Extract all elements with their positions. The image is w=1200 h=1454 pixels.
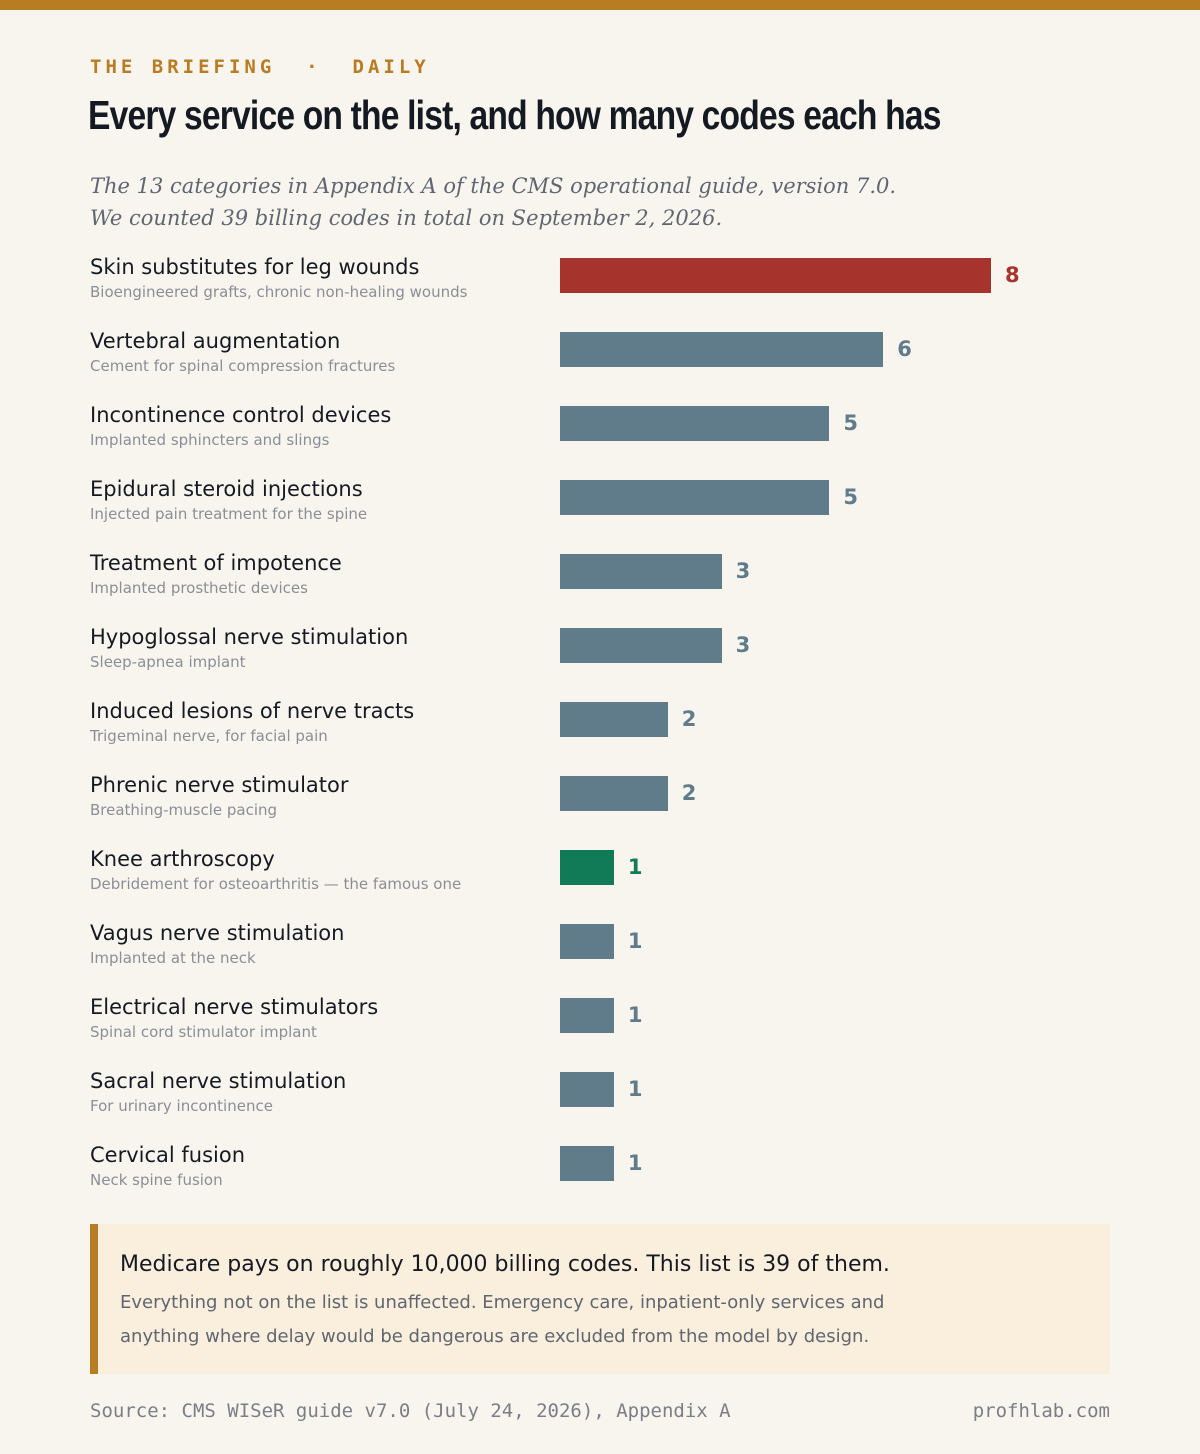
bar (560, 406, 830, 441)
chart-row: Phrenic nerve stimulator Breathing-muscle… (90, 773, 1090, 833)
category-label: Vagus nerve stimulation (90, 921, 345, 945)
bar (560, 554, 722, 589)
category-label: Knee arthroscopy (90, 847, 275, 871)
category-label: Induced lesions of nerve tracts (90, 699, 415, 723)
chart-row: Knee arthroscopy Debridement for osteoart… (90, 847, 1090, 907)
bar-value-label: 2 (681, 781, 697, 805)
bar-value-label: 3 (735, 633, 751, 657)
kicker-brand: THE BRIEFING (90, 56, 276, 78)
bar-value-label: 5 (843, 411, 858, 435)
bar (560, 850, 614, 885)
chart-title: Every service on the list, and how many … (88, 92, 941, 138)
kicker: THE BRIEFING · DAILY (90, 56, 430, 78)
bar-value-label: 3 (735, 559, 751, 583)
chart-row: Vagus nerve stimulation Implanted at the … (90, 921, 1090, 981)
bar (560, 998, 614, 1033)
chart-row: Hypoglossal nerve stimulation Sleep-apnea… (90, 625, 1090, 685)
kicker-separator: · (306, 56, 322, 78)
category-description: Implanted prosthetic devices (90, 579, 308, 597)
site-credit: profhlab.com (972, 1400, 1110, 1422)
callout-box: Medicare pays on roughly 10,000 billing … (90, 1224, 1110, 1374)
bar (560, 924, 614, 959)
bar-value-label: 8 (1005, 263, 1020, 287)
bar (560, 628, 722, 663)
category-label: Phrenic nerve stimulator (90, 773, 349, 797)
chart-row: Electrical nerve stimulators Spinal cord … (90, 995, 1090, 1055)
category-label: Treatment of impotence (90, 551, 342, 575)
bar (560, 332, 884, 367)
category-label: Sacral nerve stimulation (90, 1069, 347, 1093)
category-description: Cement for spinal compression fractures (90, 357, 396, 375)
bar-value-label: 2 (681, 707, 697, 731)
bar (560, 776, 668, 811)
bar-value-label: 1 (627, 1003, 643, 1027)
category-description: For urinary incontinence (90, 1097, 273, 1115)
bar-value-label: 1 (627, 1151, 643, 1175)
bar-value-label: 6 (897, 337, 912, 361)
category-description: Implanted sphincters and slings (90, 431, 330, 449)
callout-body: Everything not on the list is unaffected… (120, 1292, 885, 1347)
subtitle-line-2: We counted 39 billing codes in total on … (90, 206, 723, 230)
category-description: Bioengineered grafts, chronic non-healin… (90, 283, 468, 301)
category-description: Sleep-apnea implant (90, 653, 246, 671)
callout-accent-bar (90, 1224, 98, 1374)
callout-headline: Medicare pays on roughly 10,000 billing … (120, 1252, 890, 1277)
category-label: Vertebral augmentation (90, 329, 341, 353)
kicker-section: DAILY (352, 56, 430, 78)
bar (560, 1146, 614, 1181)
chart-row: Vertebral augmentation Cement for spinal … (90, 329, 1090, 389)
chart-row: Induced lesions of nerve tracts Trigemina… (90, 699, 1090, 759)
chart-row: Treatment of impotence Implanted prosthet… (90, 551, 1090, 611)
category-label: Cervical fusion (90, 1143, 246, 1167)
category-description: Breathing-muscle pacing (90, 801, 278, 819)
category-description: Implanted at the neck (90, 949, 256, 967)
top-accent-bar (0, 0, 1200, 10)
bar-value-label: 1 (627, 855, 643, 879)
subtitle-line-1: The 13 categories in Appendix A of the C… (90, 174, 897, 198)
bar-value-label: 1 (627, 1077, 643, 1101)
bar (560, 1072, 614, 1107)
category-description: Debridement for osteoarthritis — the fam… (90, 875, 462, 893)
chart-row: Sacral nerve stimulation For urinary inco… (90, 1069, 1090, 1129)
bar (560, 258, 991, 293)
category-description: Injected pain treatment for the spine (90, 505, 368, 523)
chart-row: Skin substitutes for leg wounds Bioengine… (90, 255, 1090, 315)
bar (560, 702, 668, 737)
bar-value-label: 1 (627, 929, 643, 953)
category-description: Trigeminal nerve, for facial pain (90, 727, 328, 745)
bar-value-label: 5 (843, 485, 858, 509)
category-label: Electrical nerve stimulators (90, 995, 379, 1019)
chart-row: Epidural steroid injections Injected pain… (90, 477, 1090, 537)
category-label: Epidural steroid injections (90, 477, 363, 501)
source-note: Source: CMS WISeR guide v7.0 (July 24, 2… (90, 1400, 731, 1422)
category-label: Skin substitutes for leg wounds (90, 255, 420, 279)
category-label: Hypoglossal nerve stimulation (90, 625, 409, 649)
chart-row: Cervical fusion Neck spine fusion 1 (90, 1143, 1090, 1203)
category-description: Spinal cord stimulator implant (90, 1023, 317, 1041)
category-description: Neck spine fusion (90, 1171, 223, 1189)
chart-row: Incontinence control devices Implanted sp… (90, 403, 1090, 463)
category-label: Incontinence control devices (90, 403, 392, 427)
bar (560, 480, 830, 515)
subtitle: The 13 categories in Appendix A of the C… (90, 170, 1110, 234)
